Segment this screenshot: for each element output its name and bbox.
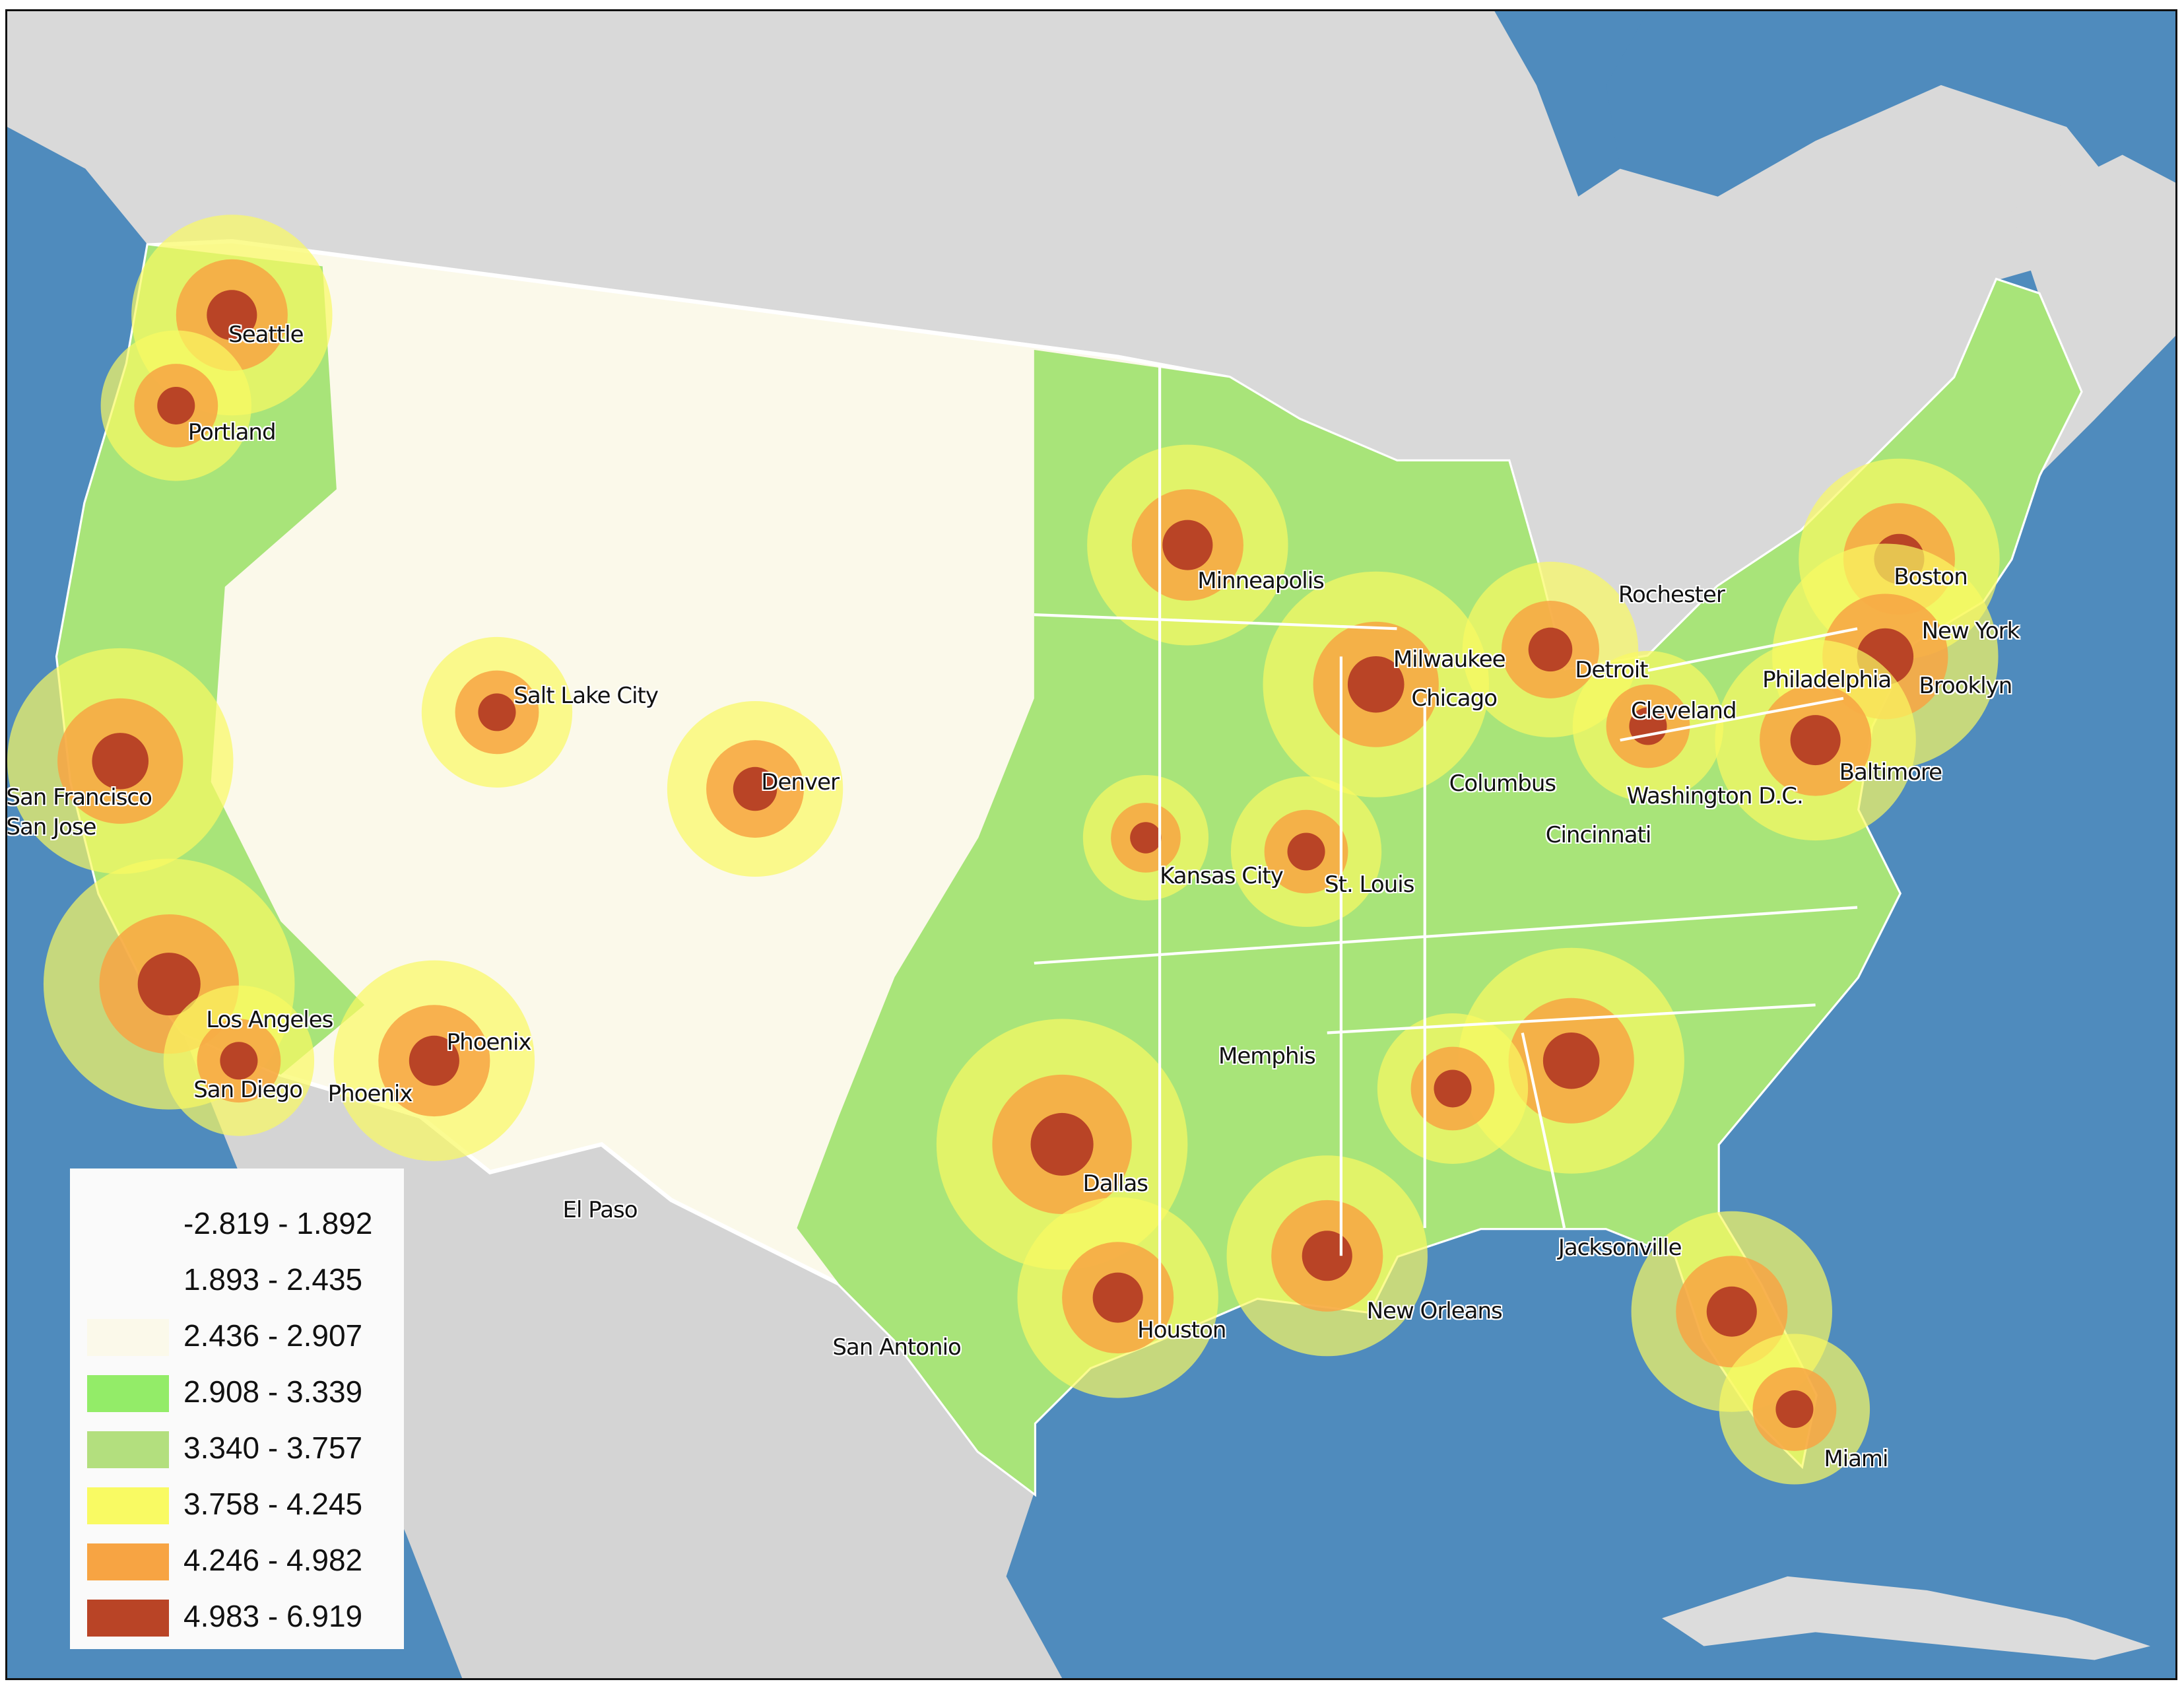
legend-item: 2.908 - 3.339 — [70, 1370, 404, 1416]
city-label: Chicago — [1411, 685, 1498, 712]
hotspot-mark — [1434, 1069, 1472, 1108]
legend-swatch — [87, 1487, 169, 1524]
city-label: New York — [1921, 618, 2020, 645]
city-label: Salt Lake City — [513, 682, 659, 709]
legend-swatch — [87, 1543, 169, 1580]
hotspot-mark — [1706, 1286, 1757, 1337]
city-label: Baltimore — [1839, 759, 1942, 786]
legend-label: 1.893 - 2.435 — [183, 1262, 363, 1297]
legend-swatch — [87, 1375, 169, 1412]
legend-swatch — [87, 1431, 169, 1468]
legend-label: -2.819 - 1.892 — [183, 1206, 373, 1240]
legend-item: 1.893 - 2.435 — [70, 1258, 404, 1304]
legend-swatch — [87, 1263, 169, 1300]
city-label: El Paso — [562, 1197, 638, 1224]
hotspot-mark — [1347, 656, 1405, 713]
legend-item: 3.758 - 4.245 — [70, 1482, 404, 1528]
city-label: Rochester — [1618, 582, 1725, 609]
city-label: Memphis — [1218, 1043, 1316, 1070]
city-label: Minneapolis — [1197, 567, 1325, 594]
legend-label: 3.340 - 3.757 — [183, 1431, 363, 1465]
city-label: San Francisco — [6, 784, 152, 811]
city-label: Portland — [187, 419, 277, 446]
hotspot-mark — [220, 1042, 258, 1080]
cuba-landmass — [1662, 1576, 2150, 1660]
city-label: Milwaukee — [1393, 646, 1506, 673]
city-label: Los Angeles — [206, 1007, 333, 1034]
hotspot-mark — [478, 693, 516, 731]
city-label: Dallas — [1082, 1170, 1148, 1197]
legend-label: 2.436 - 2.907 — [183, 1318, 363, 1353]
city-label: Houston — [1137, 1317, 1226, 1344]
city-label: Detroit — [1575, 657, 1648, 684]
state-borders — [1034, 364, 1858, 1339]
legend-swatch — [87, 1600, 169, 1637]
city-label: San Jose — [6, 813, 97, 840]
hotspot-mark — [1130, 822, 1162, 854]
city-label: New Orleans — [1366, 1297, 1503, 1324]
hotspot-mark — [409, 1035, 459, 1086]
legend-item: 2.436 - 2.907 — [70, 1314, 404, 1360]
canada-east-landmass — [2010, 154, 2175, 476]
density-hotspots — [7, 215, 2000, 1485]
map-frame: Seattle Portland Salt Lake City San Francis… — [5, 9, 2177, 1680]
city-label: Miami — [1824, 1446, 1888, 1473]
city-label: San Diego — [193, 1076, 303, 1103]
hotspot-mark — [1775, 1390, 1814, 1429]
city-label: Phoenix — [446, 1029, 532, 1056]
city-label: San Antonio — [832, 1334, 962, 1361]
city-label: Washington D.C. — [1626, 783, 1804, 810]
legend-swatch — [87, 1319, 169, 1356]
city-label: St. Louis — [1325, 871, 1414, 898]
hotspot-mark — [92, 733, 149, 790]
city-label: Cleveland — [1630, 697, 1737, 724]
city-label: Boston — [1894, 563, 1968, 590]
hotspot-mark — [1790, 715, 1841, 766]
legend-label: 2.908 - 3.339 — [183, 1374, 363, 1409]
legend: -2.819 - 1.892 1.893 - 2.435 2.436 - 2.907… — [70, 1168, 404, 1649]
legend-item: 4.246 - 4.982 — [70, 1538, 404, 1584]
hotspot-mark — [1302, 1231, 1352, 1281]
hotspot-mark — [1287, 832, 1325, 871]
legend-item: 4.983 - 6.919 — [70, 1594, 404, 1641]
hotspot-mark — [1162, 520, 1213, 570]
hotspot-mark — [157, 386, 195, 424]
city-label: Denver — [761, 768, 840, 795]
legend-label: 4.246 - 4.982 — [183, 1543, 363, 1577]
city-label: Kansas City — [1160, 862, 1284, 889]
city-label: Seattle — [228, 321, 304, 349]
city-label: Cincinnati — [1545, 822, 1652, 849]
legend-item: -2.819 - 1.892 — [70, 1201, 404, 1248]
hotspot-mark — [1528, 627, 1573, 672]
city-label: Brooklyn — [1919, 672, 2012, 699]
hotspot-mark — [137, 953, 201, 1016]
city-label: Philadelphia — [1762, 667, 1892, 694]
city-label: Phoenix — [327, 1081, 413, 1108]
hotspot-mark — [1542, 1032, 1600, 1089]
city-label: Columbus — [1449, 770, 1557, 797]
hotspot-mark — [733, 766, 778, 811]
legend-label: 4.983 - 6.919 — [183, 1599, 363, 1633]
legend-label: 3.758 - 4.245 — [183, 1487, 363, 1521]
hudson-bay-water — [1494, 11, 1648, 197]
hotspot-mark — [1030, 1112, 1094, 1176]
hotspot-mark — [207, 290, 257, 341]
city-label: Jacksonville — [1558, 1235, 1682, 1262]
legend-swatch — [87, 1207, 169, 1244]
legend-item: 3.340 - 3.757 — [70, 1426, 404, 1472]
hotspot-mark — [1092, 1272, 1143, 1323]
